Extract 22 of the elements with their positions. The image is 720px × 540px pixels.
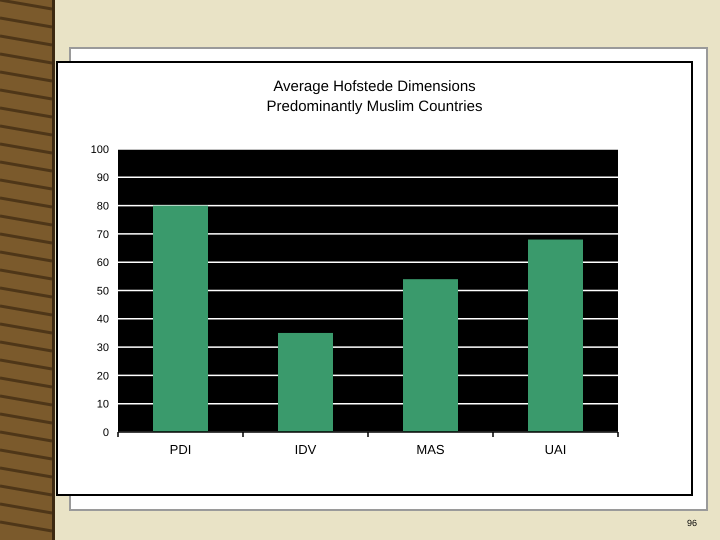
- chart-subtitle: Predominantly Muslim Countries: [266, 98, 482, 115]
- x-tick-label: PDI: [170, 442, 192, 457]
- x-tick-label: IDV: [294, 442, 317, 457]
- bar: [403, 279, 458, 432]
- x-tick-label: UAI: [544, 442, 566, 457]
- y-tick-label: 80: [96, 200, 109, 212]
- y-tick-label: 100: [90, 144, 109, 156]
- bar: [528, 240, 583, 432]
- y-tick-label: 20: [96, 370, 109, 382]
- y-tick-label: 10: [96, 398, 109, 411]
- bar: [278, 332, 333, 432]
- y-tick-label: 30: [96, 342, 109, 354]
- chart-title: Average Hofstede Dimensions: [273, 78, 476, 95]
- x-tick-label: MAS: [416, 442, 445, 457]
- bar: [153, 206, 208, 432]
- y-tick-label: 60: [96, 257, 109, 270]
- y-tick-label: 70: [96, 228, 109, 241]
- text: 96: [686, 518, 697, 528]
- y-tick-label: 50: [96, 285, 109, 298]
- y-tick-label: 40: [96, 314, 109, 326]
- y-tick-label: 0: [102, 426, 109, 439]
- y-tick-label: 90: [96, 172, 109, 184]
